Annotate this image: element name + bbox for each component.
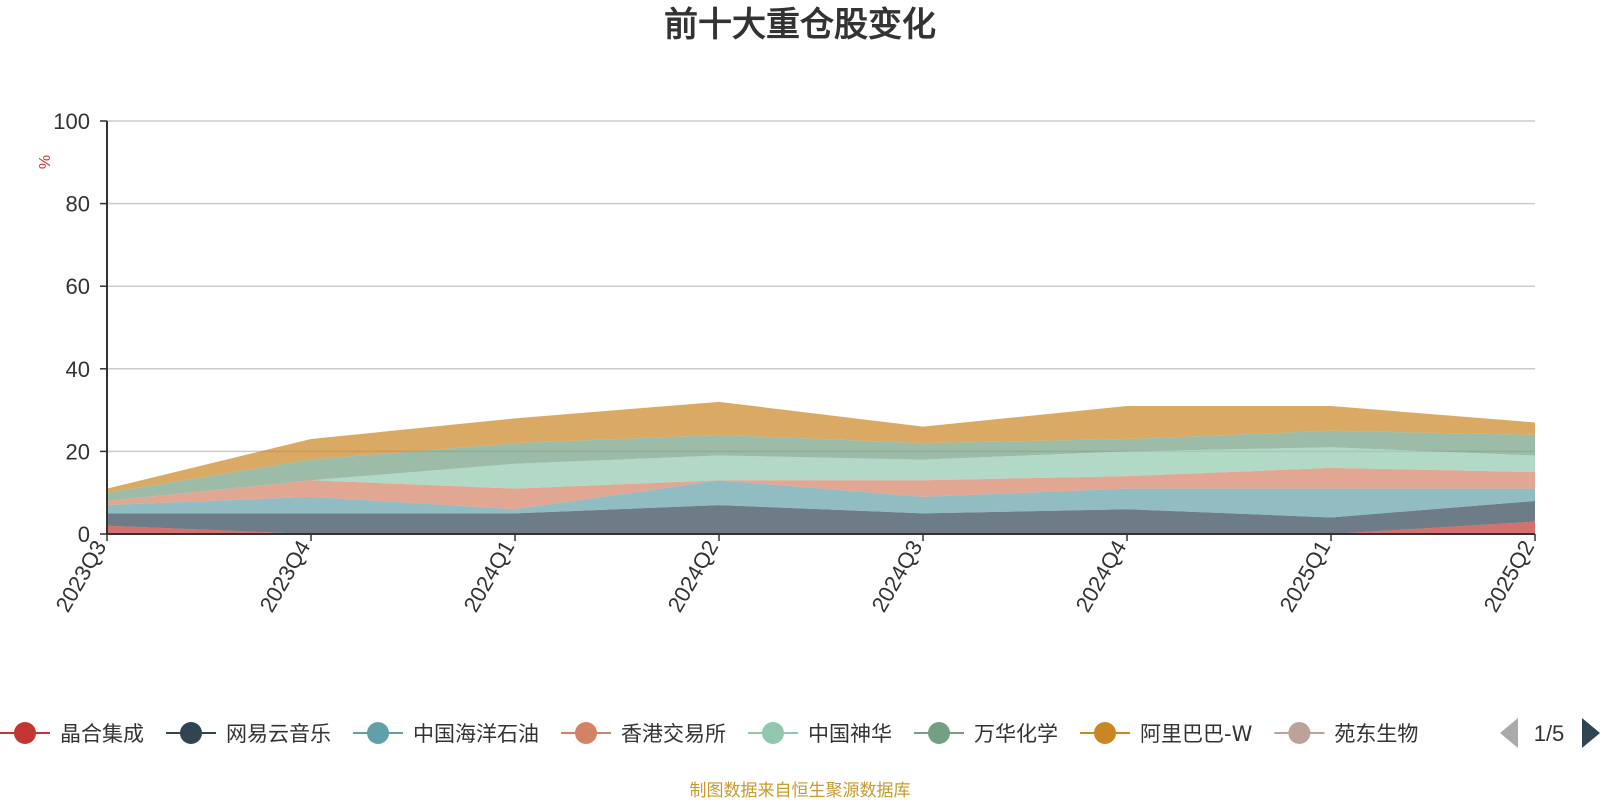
legend: 晶合集成 网易云音乐 中国海洋石油 香港交易所 中国神华 万华化学 阿里巴巴-W 苑东生物 xyxy=(0,722,1418,746)
x-tick-label: 2023Q4 xyxy=(255,536,316,616)
y-tick-label: 60 xyxy=(66,274,90,299)
legend-marker xyxy=(1288,722,1311,744)
axes xyxy=(106,121,1536,541)
x-tick-label: 2024Q2 xyxy=(663,536,724,616)
legend-marker xyxy=(180,722,202,744)
legend-marker xyxy=(928,722,950,744)
x-tick-labels: 2023Q3 2023Q4 2024Q1 2024Q2 2024Q3 2024Q4 2025… xyxy=(51,536,1540,616)
y-tick-label: 20 xyxy=(66,439,90,464)
legend-label: 万华化学 xyxy=(974,722,1058,746)
x-tick-label: 2023Q3 xyxy=(51,536,112,616)
legend-label: 苑东生物 xyxy=(1334,722,1418,746)
legend-marker xyxy=(1094,722,1116,744)
x-tick-label: 2025Q2 xyxy=(1479,536,1540,616)
legend-pager: 1/5 xyxy=(1500,718,1600,748)
area-series xyxy=(107,480,1535,518)
legend-page-indicator: 1/5 xyxy=(1534,721,1565,746)
area-series xyxy=(107,430,1535,501)
legend-marker xyxy=(575,722,597,744)
legend-label: 晶合集成 xyxy=(60,722,144,746)
legend-next-icon[interactable] xyxy=(1582,718,1600,748)
legend-item[interactable]: 中国海洋石油 xyxy=(353,722,539,746)
legend-label: 阿里巴巴-W xyxy=(1140,722,1253,746)
legend-prev-icon[interactable] xyxy=(1500,718,1518,748)
x-tick-label: 2024Q1 xyxy=(459,536,520,616)
y-tick-label: 40 xyxy=(66,357,90,382)
legend-item[interactable]: 香港交易所 xyxy=(561,722,726,746)
legend-item[interactable]: 网易云音乐 xyxy=(166,722,331,746)
chart-title: 前十大重仓股变化 xyxy=(664,5,936,45)
legend-label: 网易云音乐 xyxy=(226,722,331,746)
legend-label: 中国海洋石油 xyxy=(413,722,539,746)
legend-item[interactable]: 晶合集成 xyxy=(0,722,144,746)
legend-marker xyxy=(367,722,389,744)
legend-item[interactable]: 万华化学 xyxy=(914,722,1058,746)
y-tick-label: 80 xyxy=(66,192,90,217)
legend-label: 中国神华 xyxy=(808,722,892,746)
source-note: 制图数据来自恒生聚源数据库 xyxy=(690,781,911,800)
area-series xyxy=(107,447,1535,501)
x-tick-label: 2024Q4 xyxy=(1071,536,1132,616)
x-tick-label: 2024Q3 xyxy=(867,536,928,616)
legend-marker xyxy=(762,722,784,744)
area-series xyxy=(107,500,1535,534)
y-axis-unit: % xyxy=(37,155,54,169)
legend-item[interactable]: 中国神华 xyxy=(748,722,892,746)
legend-label: 香港交易所 xyxy=(621,722,726,746)
y-tick-label: 100 xyxy=(53,109,90,134)
y-tick-labels: 0 20 40 60 80 100 xyxy=(53,109,90,547)
y-tick-label: 0 xyxy=(78,522,90,547)
area-series xyxy=(107,467,1535,510)
legend-item[interactable]: 苑东生物 xyxy=(1274,722,1418,746)
legend-item[interactable]: 阿里巴巴-W xyxy=(1080,722,1253,746)
stacked-areas xyxy=(107,401,1535,534)
x-tick-label: 2025Q1 xyxy=(1275,536,1336,616)
area-series xyxy=(107,401,1535,493)
legend-marker xyxy=(14,722,36,744)
area-series xyxy=(107,521,1535,534)
